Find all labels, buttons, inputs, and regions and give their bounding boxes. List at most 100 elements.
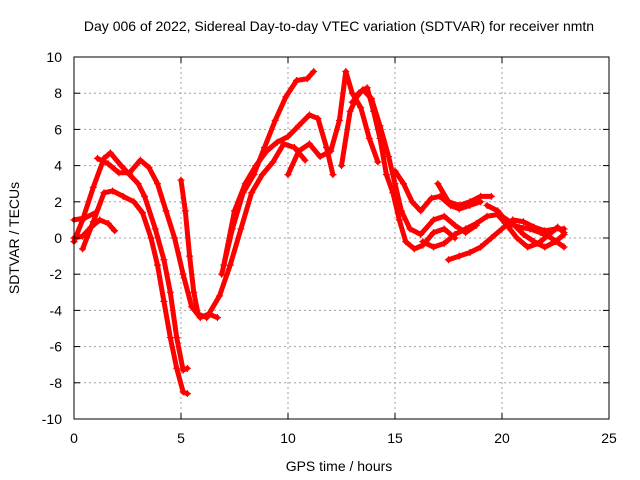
data-point-marker [94, 154, 102, 162]
data-point-marker [218, 270, 226, 278]
data-point-marker [220, 261, 228, 269]
x-tick-label: 10 [280, 430, 296, 446]
data-point-marker [348, 98, 356, 106]
data-point-marker [410, 245, 418, 253]
data-point-marker [530, 238, 538, 246]
data-point-marker [145, 163, 153, 171]
y-tick-label: -2 [50, 266, 63, 282]
data-point-marker [519, 218, 527, 226]
data-point-marker [445, 198, 452, 206]
data-point-marker [104, 220, 112, 228]
series-satellite-arc-16 [483, 201, 568, 251]
data-point-marker [385, 153, 393, 161]
data-point-marker [134, 180, 142, 188]
data-point-marker [91, 209, 99, 217]
data-point-marker [524, 243, 532, 251]
data-point-marker [111, 227, 119, 235]
data-point-marker [160, 297, 168, 305]
data-point-marker [138, 209, 146, 217]
data-point-marker [552, 238, 559, 246]
data-point-marker [397, 207, 405, 215]
data-point-marker [519, 230, 527, 238]
data-point-marker [179, 270, 187, 278]
data-point-marker [183, 364, 191, 372]
data-point-marker [430, 243, 438, 251]
data-point-marker [186, 252, 194, 260]
y-tick-label: -8 [50, 375, 63, 391]
data-point-marker [374, 158, 382, 166]
data-point-marker [359, 86, 367, 94]
series-satellite-arc-17 [498, 212, 568, 251]
y-tick-label: 0 [54, 230, 62, 246]
data-point-marker [115, 169, 123, 177]
data-point-marker [293, 77, 301, 85]
data-point-marker [96, 216, 104, 224]
data-point-marker [79, 245, 87, 253]
data-point-marker [427, 194, 435, 202]
data-point-marker [117, 162, 125, 170]
series-satellite-arc-8 [220, 111, 337, 269]
y-tick-label: 2 [54, 194, 62, 210]
data-point-marker [552, 225, 559, 233]
data-point-marker [290, 144, 298, 151]
data-point-marker [541, 243, 549, 251]
data-point-marker [483, 201, 491, 209]
y-tick-label: 4 [54, 158, 62, 174]
data-point-marker [190, 288, 198, 296]
data-point-marker [376, 122, 384, 130]
data-point-marker [216, 292, 224, 300]
data-point-marker [395, 216, 403, 224]
x-axis-label: GPS time / hours [286, 458, 393, 474]
data-point-marker [147, 234, 155, 242]
data-point-marker [560, 230, 568, 238]
x-tick-label: 5 [177, 430, 185, 446]
data-point-marker [487, 192, 495, 200]
data-point-marker [440, 212, 448, 220]
data-point-marker [173, 364, 181, 372]
data-point-marker [348, 89, 356, 97]
data-point-marker [363, 84, 371, 92]
y-tick-label: 10 [46, 49, 62, 65]
data-point-marker [282, 93, 290, 101]
series-trace [484, 202, 567, 250]
data-point-marker [171, 234, 179, 242]
data-point-marker [231, 207, 238, 215]
data-point-marker [141, 192, 149, 200]
data-point-marker [305, 140, 313, 148]
data-point-marker [513, 234, 521, 242]
data-point-marker [104, 160, 112, 168]
data-point-marker [81, 214, 89, 222]
y-axis-label: SDTVAR / TECUs [6, 182, 22, 294]
data-point-marker [130, 198, 138, 206]
data-point-marker [365, 134, 373, 142]
data-point-marker [177, 176, 185, 184]
series-trace [392, 168, 484, 214]
data-point-marker [194, 310, 202, 318]
x-tick-label: 0 [70, 430, 78, 446]
data-point-marker [462, 225, 470, 233]
y-tick-label: -10 [42, 411, 62, 427]
data-point-marker [87, 223, 95, 231]
data-point-marker [160, 256, 168, 264]
data-point-marker [417, 230, 425, 238]
data-point-marker [498, 225, 506, 233]
data-point-marker [241, 180, 249, 188]
data-series [70, 67, 568, 398]
data-point-marker [100, 189, 108, 197]
data-point-marker [295, 122, 303, 130]
data-point-marker [391, 167, 399, 175]
series-satellite-arc-11 [348, 86, 480, 238]
data-point-marker [303, 75, 311, 83]
data-point-marker [119, 192, 127, 200]
data-point-marker [367, 95, 375, 103]
data-point-marker [136, 156, 144, 164]
data-point-marker [310, 67, 318, 75]
data-point-marker [451, 221, 459, 229]
data-point-marker [400, 180, 408, 188]
y-tick-label: 8 [54, 85, 62, 101]
data-point-marker [269, 158, 277, 166]
y-tick-label: -4 [50, 302, 63, 318]
data-point-marker [203, 314, 211, 322]
data-point-marker [434, 180, 442, 188]
data-point-marker [440, 239, 448, 247]
